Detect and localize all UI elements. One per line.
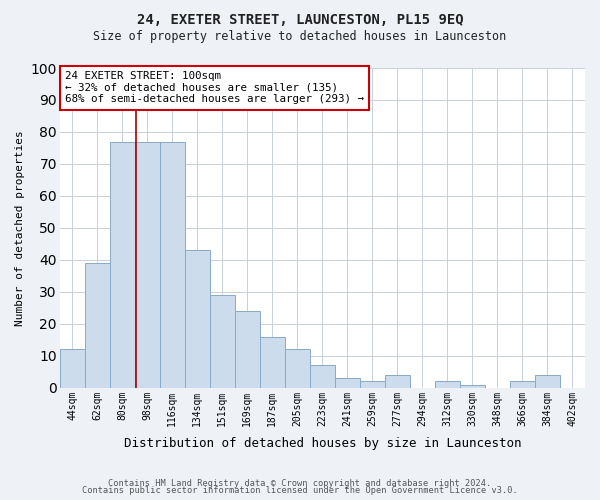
Text: Contains public sector information licensed under the Open Government Licence v3: Contains public sector information licen… <box>82 486 518 495</box>
Bar <box>160 142 185 388</box>
Bar <box>85 263 110 388</box>
Y-axis label: Number of detached properties: Number of detached properties <box>15 130 25 326</box>
Bar <box>535 375 560 388</box>
Bar <box>510 382 535 388</box>
Text: Size of property relative to detached houses in Launceston: Size of property relative to detached ho… <box>94 30 506 43</box>
Bar <box>360 382 385 388</box>
X-axis label: Distribution of detached houses by size in Launceston: Distribution of detached houses by size … <box>124 437 521 450</box>
Bar <box>460 384 485 388</box>
Bar <box>235 311 260 388</box>
Bar <box>260 336 285 388</box>
Bar <box>385 375 410 388</box>
Bar <box>335 378 360 388</box>
Bar <box>310 366 335 388</box>
Text: 24, EXETER STREET, LAUNCESTON, PL15 9EQ: 24, EXETER STREET, LAUNCESTON, PL15 9EQ <box>137 12 463 26</box>
Bar <box>285 350 310 388</box>
Bar <box>60 350 85 388</box>
Bar <box>185 250 210 388</box>
Bar <box>435 382 460 388</box>
Bar <box>210 295 235 388</box>
Bar <box>110 142 135 388</box>
Bar <box>135 142 160 388</box>
Text: 24 EXETER STREET: 100sqm
← 32% of detached houses are smaller (135)
68% of semi-: 24 EXETER STREET: 100sqm ← 32% of detach… <box>65 71 364 104</box>
Text: Contains HM Land Registry data © Crown copyright and database right 2024.: Contains HM Land Registry data © Crown c… <box>109 478 491 488</box>
